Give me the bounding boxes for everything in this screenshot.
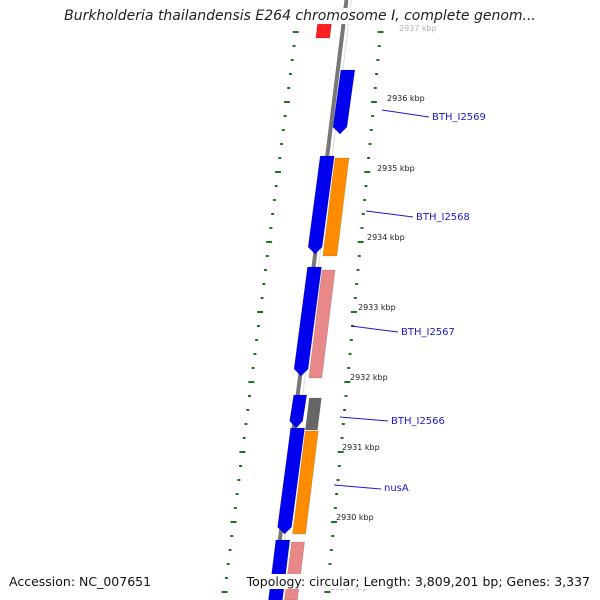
- gene-bth-i2568: [322, 157, 350, 257]
- scale-label: 2933 kbp: [358, 303, 396, 312]
- gene-leader-line: [381, 109, 430, 118]
- scale-label: 2934 kbp: [367, 233, 405, 242]
- gene-leader-line: [365, 210, 414, 218]
- accession-text: Accession: NC_007651: [9, 574, 152, 589]
- scale-label: 2931 kbp: [342, 443, 380, 452]
- gene-cds-bth-i2567: [293, 266, 322, 377]
- gene-cds-bth-i2568: [307, 155, 335, 255]
- gene-label-bth-i2566[interactable]: BTH_I2566: [391, 416, 445, 427]
- scale-ticks: [221, 31, 384, 593]
- gene-label-bth-i2569[interactable]: BTH_I2569: [432, 112, 486, 123]
- gene-bth-i2566: [305, 397, 322, 431]
- gene-nusa: [292, 430, 319, 535]
- gene-label-bth-i2567[interactable]: BTH_I2567: [401, 327, 455, 338]
- scale-label: 2935 kbp: [377, 164, 415, 173]
- gene-leader-line: [339, 416, 389, 422]
- scale-label: 2937 kbp: [399, 24, 437, 33]
- gene-leader-line: [333, 484, 382, 490]
- gene-bth-i2567: [308, 269, 336, 379]
- gene-cds-bth-i2569: [332, 69, 356, 135]
- gene-cds-upper-bth-i2566: [289, 394, 308, 429]
- gene-label-bth-i2568[interactable]: BTH_I2568: [416, 212, 470, 223]
- gene-features: [268, 13, 356, 600]
- scale-label: 2936 kbp: [387, 94, 425, 103]
- gene-labels: BTH_I2569 BTH_I2568 BTH_I2567 BTH_I2566 …: [333, 109, 486, 494]
- scale-label: 2932 kbp: [350, 373, 388, 382]
- gene-leader-line: [350, 325, 399, 333]
- gene-cds-nusa: [277, 427, 305, 535]
- scale-label: 2930 kbp: [336, 513, 374, 522]
- page-title: Burkholderia thailandensis E264 chromoso…: [0, 8, 600, 24]
- gene-label-nusa[interactable]: nusA: [384, 483, 409, 494]
- topology-text: Topology: circular; Length: 3,809,201 bp…: [246, 574, 590, 589]
